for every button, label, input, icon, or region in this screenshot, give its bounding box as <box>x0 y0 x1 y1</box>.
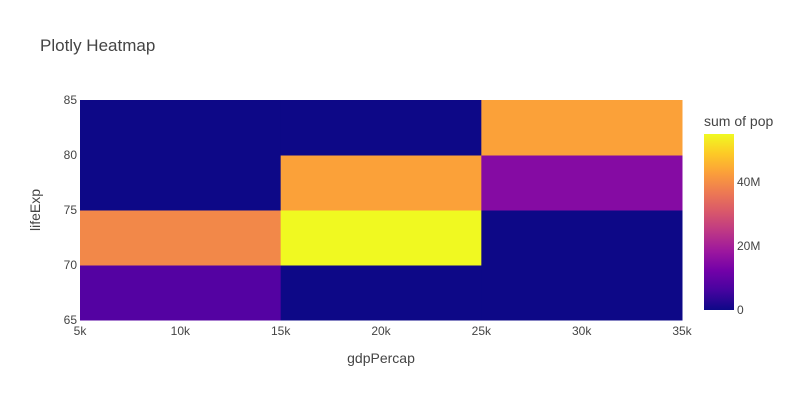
heatmap-cell <box>280 210 482 266</box>
x-tick-label: 10k <box>171 324 191 338</box>
colorbar-tick-label: 40M <box>737 175 760 189</box>
x-tick-label: 35k <box>672 324 692 338</box>
y-tick-label: 70 <box>64 258 78 272</box>
heatmap-cell <box>481 155 683 211</box>
y-tick-label: 85 <box>64 93 78 107</box>
y-tick-label: 75 <box>64 203 78 217</box>
colorbar-tick-label: 20M <box>737 239 760 253</box>
x-tick-label: 30k <box>572 324 592 338</box>
y-tick-label: 80 <box>64 148 78 162</box>
colorbar-ticks: 0 20M 40M <box>737 175 760 317</box>
heatmap-cells <box>80 100 683 321</box>
y-axis-title: lifeExp <box>27 189 43 231</box>
heatmap-cell <box>481 100 683 156</box>
heatmap-cell <box>481 210 683 266</box>
heatmap-cell <box>80 265 282 321</box>
y-tick-label: 65 <box>64 313 78 327</box>
x-tick-label: 15k <box>271 324 291 338</box>
y-axis-ticks: 65 70 75 80 85 <box>64 93 78 327</box>
x-tick-label: 25k <box>472 324 492 338</box>
x-axis-title: gdpPercap <box>347 350 415 366</box>
heatmap-cell <box>280 100 482 156</box>
chart-title: Plotly Heatmap <box>40 36 155 55</box>
colorbar <box>704 134 734 310</box>
x-tick-label: 5k <box>74 324 88 338</box>
x-tick-label: 20k <box>371 324 391 338</box>
heatmap-cell <box>280 155 482 211</box>
heatmap-cell <box>481 265 683 321</box>
heatmap-cell <box>80 100 282 156</box>
heatmap-cell <box>280 265 482 321</box>
colorbar-title: sum of pop <box>704 113 773 129</box>
x-axis-ticks: 5k 10k 15k 20k 25k 30k 35k <box>74 324 693 338</box>
colorbar-tick-label: 0 <box>737 303 744 317</box>
heatmap-cell <box>80 155 282 211</box>
heatmap-cell <box>80 210 282 266</box>
